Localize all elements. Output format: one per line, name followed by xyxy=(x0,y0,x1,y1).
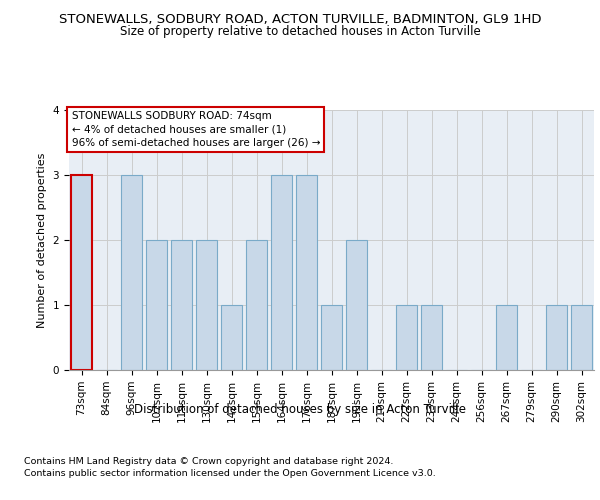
Bar xyxy=(196,240,217,370)
Y-axis label: Number of detached properties: Number of detached properties xyxy=(37,152,47,328)
Bar xyxy=(71,175,92,370)
Text: Contains public sector information licensed under the Open Government Licence v3: Contains public sector information licen… xyxy=(24,469,436,478)
Bar xyxy=(346,240,367,370)
Bar xyxy=(546,305,567,370)
Text: Contains HM Land Registry data © Crown copyright and database right 2024.: Contains HM Land Registry data © Crown c… xyxy=(24,458,394,466)
Bar xyxy=(296,175,317,370)
Text: Distribution of detached houses by size in Acton Turville: Distribution of detached houses by size … xyxy=(134,402,466,415)
Bar xyxy=(246,240,267,370)
Text: STONEWALLS, SODBURY ROAD, ACTON TURVILLE, BADMINTON, GL9 1HD: STONEWALLS, SODBURY ROAD, ACTON TURVILLE… xyxy=(59,12,541,26)
Bar xyxy=(421,305,442,370)
Bar xyxy=(146,240,167,370)
Text: STONEWALLS SODBURY ROAD: 74sqm
← 4% of detached houses are smaller (1)
96% of se: STONEWALLS SODBURY ROAD: 74sqm ← 4% of d… xyxy=(71,112,320,148)
Bar xyxy=(321,305,342,370)
Bar xyxy=(271,175,292,370)
Text: Size of property relative to detached houses in Acton Turville: Size of property relative to detached ho… xyxy=(119,25,481,38)
Bar xyxy=(121,175,142,370)
Bar xyxy=(221,305,242,370)
Bar xyxy=(496,305,517,370)
Bar xyxy=(571,305,592,370)
Bar xyxy=(171,240,192,370)
Bar xyxy=(396,305,417,370)
